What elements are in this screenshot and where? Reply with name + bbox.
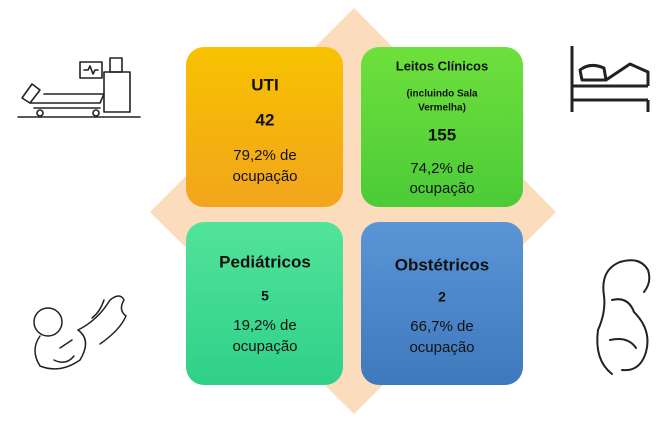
tile-count: 42 [256,110,275,129]
icon-baby [34,296,126,369]
tile-occupancy: ocupação [232,168,297,185]
tile-title: UTI [251,75,278,94]
tile-subtitle: Vermelha) [418,103,466,114]
tile-occupancy: 66,7% de [410,318,473,335]
tile-occupancy: 79,2% de [233,147,296,164]
tile-title: Pediátricos [219,252,311,271]
tile-count: 155 [428,125,456,144]
tile-count: 5 [261,288,269,304]
tile-subtitle: (incluindo Sala [406,89,478,100]
tile-title: Leitos Clínicos [396,58,488,73]
infographic: UTI 42 79,2% de ocupação Leitos Clínicos… [0,0,656,416]
tile-count: 2 [438,289,446,305]
icon-bed [572,46,648,112]
tile-occupancy: ocupação [232,338,297,355]
tile-occupancy: ocupação [409,180,474,197]
tile-title: Obstétricos [395,255,489,274]
tile-occupancy: 74,2% de [410,160,473,177]
tile-occupancy: ocupação [409,339,474,356]
tile-occupancy: 19,2% de [233,317,296,334]
icon-pregnant [597,260,649,374]
icon-icu-bed [18,58,140,117]
